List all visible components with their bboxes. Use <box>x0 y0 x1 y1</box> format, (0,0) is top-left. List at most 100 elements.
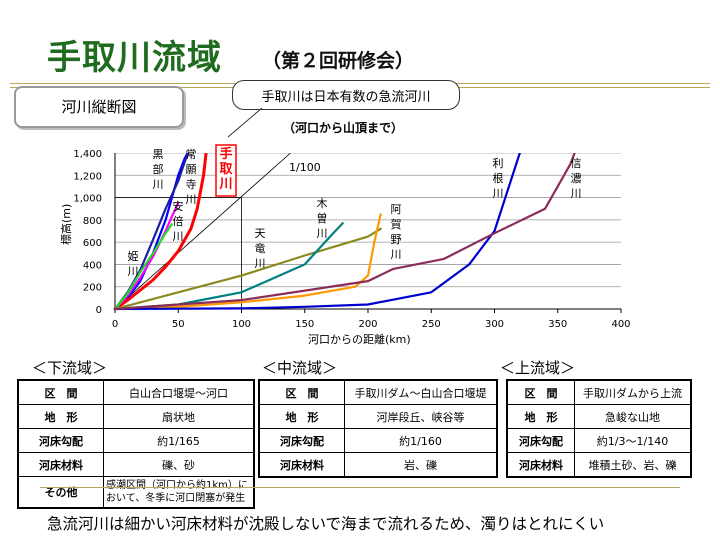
section-label-box <box>14 86 184 128</box>
y-tick-label: 0 <box>96 305 102 316</box>
river-label-char: 賀 <box>391 218 402 231</box>
river-label-char: 濃 <box>571 171 582 185</box>
table-value: 手取川ダム～白山合口堰堤 <box>344 379 498 405</box>
table-value: 河岸段丘、峡谷等 <box>344 404 498 429</box>
river-label: 利根川 <box>493 157 504 200</box>
x-tick-label: 50 <box>172 319 185 330</box>
river-label-char: 川 <box>186 193 197 206</box>
table-row: 区 間 手取川ダム～白山合口堰堤 <box>258 379 498 405</box>
river-label-char: 天 <box>255 227 266 240</box>
river-label-char: 川 <box>493 187 504 200</box>
y-axis-label: 標高(m) <box>59 204 73 245</box>
upper-basin-heading: ＜上流域＞ <box>500 359 576 377</box>
table-value: 白山合口堰堤～河口 <box>103 379 255 405</box>
longitudinal-profile-chart: 0 200 400 600 800 1,000 1,200 1,400 0 50 100 150 200… <box>59 107 631 346</box>
table-value: 岩、礫 <box>344 452 498 478</box>
upper-basin-table: 区 間 手取川ダムから上流 地 形 急峻な山地 河床勾配 約1/3～1/140 … <box>506 379 692 478</box>
slope-label: 1/100 <box>289 161 321 174</box>
callout-box <box>232 80 460 110</box>
table-key: 地 形 <box>258 404 345 429</box>
river-label-char: 部 <box>153 162 164 176</box>
series-line <box>113 202 180 311</box>
range-note: （河口から山頂まで） <box>283 121 404 135</box>
series-line <box>113 223 174 311</box>
river-label-char: 川 <box>218 177 232 192</box>
table-value: 堆積土砂、岩、礫 <box>574 452 692 478</box>
river-label-char: 倍 <box>173 214 184 228</box>
table-value: 約1/160 <box>344 428 498 453</box>
x-tick-label: 100 <box>232 319 251 330</box>
river-label-char: 川 <box>571 187 582 200</box>
table-key: 河床勾配 <box>506 428 575 453</box>
x-tick-label: 400 <box>611 319 630 330</box>
table-key: 地 形 <box>17 404 104 429</box>
y-tick-label: 400 <box>83 260 102 271</box>
river-label-char: 阿 <box>391 203 402 216</box>
footer-divider <box>40 487 680 488</box>
x-axis-label: 河口からの距離(km) <box>308 332 411 346</box>
section-label: 河川縦断図 <box>61 98 137 116</box>
river-label: 天竜川 <box>255 227 266 270</box>
river-label-char: 姫 <box>128 249 139 263</box>
river-label-char: 信 <box>571 157 582 170</box>
callout-pointer <box>227 107 263 138</box>
x-tick-label: 250 <box>422 319 441 330</box>
table-row: 河床材料 堆積土砂、岩、礫 <box>506 452 692 478</box>
chart-top-mask <box>115 139 621 153</box>
series-line <box>113 146 578 311</box>
y-tick-label: 1,400 <box>73 149 102 160</box>
river-label-char: 木 <box>317 197 328 210</box>
table-key: 区 間 <box>17 379 104 405</box>
table-key: その他 <box>17 476 104 509</box>
river-label-char: 利 <box>493 157 504 170</box>
table-value: 手取川ダムから上流 <box>574 379 692 405</box>
y-tick-label: 800 <box>83 216 102 227</box>
table-value: 約1/3～1/140 <box>574 428 692 453</box>
river-label-char: 根 <box>493 171 504 185</box>
table-key: 河床勾配 <box>258 428 345 453</box>
series-line <box>113 146 192 311</box>
table-row: 河床勾配 約1/3～1/140 <box>506 428 692 453</box>
table-row: 地 形 急峻な山地 <box>506 404 692 429</box>
series-line <box>113 213 382 311</box>
y-tick-label: 200 <box>83 283 102 294</box>
table-value: 感潮区間（河口から約1km）において、冬季に河口閉塞が発生 <box>103 476 255 509</box>
series-line <box>113 222 344 311</box>
river-label-char: 黒 <box>153 148 164 161</box>
series-line <box>113 227 382 311</box>
river-label: 信濃川 <box>571 157 582 200</box>
table-row: 河床勾配 約1/165 <box>17 428 255 453</box>
table-row: 河床材料 岩、礫 <box>258 452 498 478</box>
table-row: 地 形 扇状地 <box>17 404 255 429</box>
page-title: 手取川流域 <box>47 38 222 78</box>
table-row: 地 形 河岸段丘、峡谷等 <box>258 404 498 429</box>
river-label-char: 野 <box>391 233 402 246</box>
river-label-char: 願 <box>186 163 197 176</box>
middle-basin-table: 区 間 手取川ダム～白山合口堰堤 地 形 河岸段丘、峡谷等 河床勾配 約1/16… <box>258 379 498 478</box>
x-tick-label: 0 <box>112 319 118 330</box>
river-label-char: 安 <box>173 199 184 213</box>
river-label-char: 川 <box>391 248 402 261</box>
x-tick-label: 300 <box>485 319 504 330</box>
table-value: 約1/165 <box>103 428 255 453</box>
x-tick-label: 150 <box>295 319 314 330</box>
table-key: 地 形 <box>506 404 575 429</box>
river-label-char: 曽 <box>317 211 328 225</box>
river-label-char: 川 <box>128 265 139 278</box>
slope-reference-line <box>114 144 300 310</box>
callout-text: 手取川は日本有数の急流河川 <box>261 90 431 105</box>
river-label-char: 川 <box>153 178 164 191</box>
table-key: 区 間 <box>258 379 345 405</box>
river-label-char: 寺 <box>186 178 197 191</box>
y-tick-label: 600 <box>83 238 102 249</box>
river-label: 姫川 <box>128 249 139 278</box>
middle-basin-heading: ＜中流域＞ <box>262 359 338 377</box>
river-label: 木曽川 <box>317 197 328 240</box>
x-tick-label: 200 <box>358 319 377 330</box>
table-row: 区 間 白山合口堰堤～河口 <box>17 379 255 405</box>
x-tick-label: 350 <box>548 319 567 330</box>
river-label-char: 川 <box>317 227 328 240</box>
